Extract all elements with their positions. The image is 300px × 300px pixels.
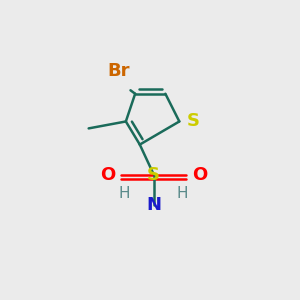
Text: O: O bbox=[192, 166, 207, 184]
Text: O: O bbox=[100, 166, 116, 184]
Text: Br: Br bbox=[108, 62, 130, 80]
Text: H: H bbox=[119, 186, 130, 201]
Text: S: S bbox=[147, 166, 160, 184]
Text: S: S bbox=[186, 112, 199, 130]
Text: N: N bbox=[146, 196, 161, 214]
Text: H: H bbox=[177, 186, 188, 201]
